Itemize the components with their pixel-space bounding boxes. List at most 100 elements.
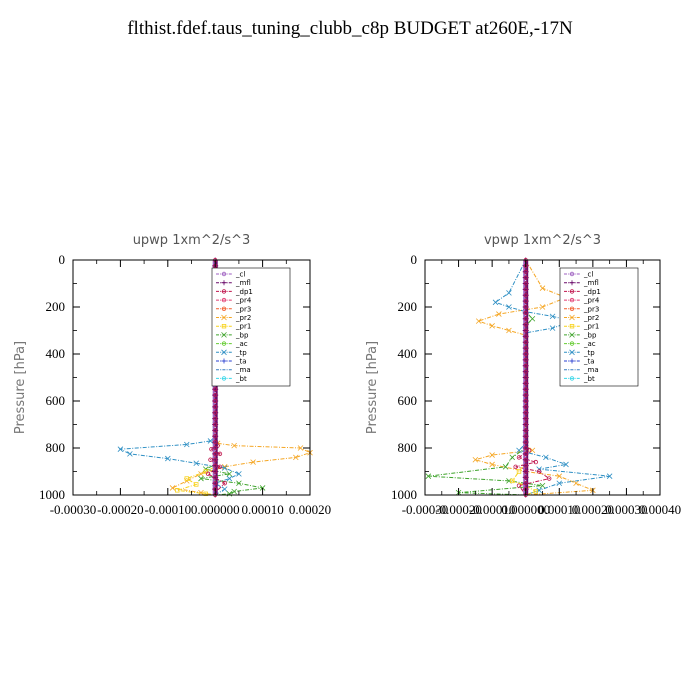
data-point-_dp1 [213, 393, 218, 398]
data-point-_dp1 [516, 483, 522, 488]
data-point-_pr2 [539, 285, 546, 291]
data-point-_pr2 [539, 304, 546, 310]
legend-marker-_pr3 [569, 306, 575, 311]
y-tick-label: 0 [411, 252, 418, 267]
data-point-_pr2 [556, 473, 563, 479]
y-axis-label: Pressure [hPa] [13, 341, 28, 434]
data-point-_dp1 [523, 299, 528, 304]
data-point-_pr2 [506, 327, 512, 334]
legend-marker-_mfl [569, 280, 575, 286]
data-point-_tp [117, 446, 124, 452]
data-point-_dp1 [523, 310, 528, 315]
legend-marker-_mfl [221, 280, 227, 286]
legend-marker-_tp [569, 349, 575, 356]
data-point-_bp [509, 454, 516, 461]
y-tick-label: 0 [59, 252, 66, 267]
data-point-_tp [516, 447, 522, 454]
x-tick-label: 0.00030 [605, 502, 647, 517]
data-point-_dp1 [213, 446, 218, 450]
data-point-_dp1 [523, 281, 528, 286]
legend-marker-_cl [569, 271, 575, 277]
data-point-_dp1 [213, 428, 218, 433]
legend-marker-_pr3 [221, 306, 227, 311]
data-point-_tp [127, 451, 133, 457]
data-point-_dp1 [523, 434, 528, 439]
data-point-_bp [425, 473, 432, 479]
data-point-_tp [549, 325, 556, 331]
data-point-_bp [259, 485, 266, 491]
legend-marker-_ta [569, 358, 575, 364]
x-tick-label: -0.00030 [50, 502, 97, 517]
data-point-_tp [221, 486, 228, 492]
legend-marker-_pr2 [221, 314, 227, 321]
data-point-_bp [539, 482, 546, 489]
data-point-_pr2 [573, 480, 579, 487]
data-point-_pr2 [489, 452, 495, 458]
x-tick-label: 0.000000 [191, 502, 240, 517]
legend-label: _pr3 [583, 305, 599, 313]
data-point-_dp1 [523, 363, 528, 368]
legend-marker-_pr2 [569, 314, 575, 321]
x-tick-label: -0.00030 [402, 502, 449, 517]
data-point-_pr2 [489, 323, 495, 329]
data-point-_dp1 [523, 481, 528, 486]
data-point-_dp1 [213, 463, 218, 468]
legend-label: _tp [235, 349, 247, 357]
data-point-_tp [556, 480, 563, 487]
y-tick-label: 200 [46, 299, 66, 314]
data-point-_dp1 [533, 459, 538, 465]
x-tick-label: 0.000000 [501, 502, 550, 517]
legend-marker-_pr1 [569, 323, 575, 329]
series-line-_dp1 [207, 260, 226, 495]
legend-label: _ta [235, 358, 247, 366]
legend-marker-_bp [569, 332, 575, 338]
legend-marker-_dp1 [221, 289, 227, 294]
data-point-_tp [543, 454, 549, 461]
data-point-_dp1 [523, 334, 528, 339]
data-point-_dp1 [523, 352, 528, 356]
data-point-_dp1 [217, 464, 223, 469]
legend-label: _pr4 [235, 297, 252, 305]
data-point-_dp1 [523, 375, 528, 380]
y-tick-label: 600 [398, 393, 418, 408]
legend-label: _mfl [235, 279, 251, 287]
legend-label: _pr4 [583, 297, 600, 305]
data-point-_pr1 [194, 482, 199, 487]
data-point-_dp1 [513, 464, 518, 469]
legend-label: _pr1 [235, 323, 251, 331]
data-point-_dp1 [523, 393, 528, 398]
data-point-_dp1 [523, 404, 528, 409]
data-point-_dp1 [523, 387, 528, 392]
y-tick-label: 600 [46, 393, 66, 408]
data-point-_dp1 [523, 275, 528, 280]
data-point-_pr1 [175, 488, 180, 493]
data-point-_pr1 [516, 469, 522, 474]
y-tick-label: 400 [398, 346, 418, 361]
data-point-_dp1 [213, 451, 218, 456]
data-point-_bp [226, 471, 233, 477]
legend-label: _dp1 [235, 288, 253, 296]
data-point-_pr2 [221, 464, 228, 470]
data-point-_tp [506, 304, 512, 310]
data-point-_tp [221, 465, 228, 471]
data-point-_dp1 [523, 446, 528, 450]
data-point-_tp [207, 438, 214, 444]
legend-label: _bp [235, 331, 249, 339]
x-tick-label: 0.00020 [572, 502, 614, 517]
data-point-_dp1 [213, 440, 218, 445]
data-point-_dp1 [213, 434, 218, 439]
legend-box [211, 267, 291, 387]
data-point-_pr2 [198, 471, 204, 477]
legend-label: _ma [235, 366, 251, 374]
x-tick-label: 0.00040 [639, 502, 681, 517]
legend-marker-_ac [569, 341, 575, 346]
data-point-_dp1 [205, 471, 211, 477]
data-point-_pr2 [292, 454, 299, 461]
y-tick-label: 200 [398, 299, 418, 314]
data-point-_tp [165, 455, 171, 462]
legend-label: _tp [583, 349, 595, 357]
data-point-_dp1 [523, 457, 528, 462]
legend-marker-_bt [221, 376, 227, 381]
